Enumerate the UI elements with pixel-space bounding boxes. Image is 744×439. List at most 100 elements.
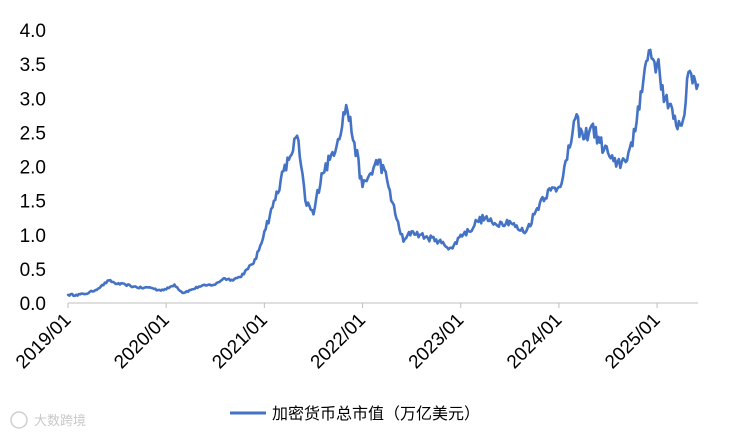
data-point — [565, 158, 569, 161]
data-point — [156, 288, 160, 292]
data-point — [91, 290, 94, 293]
data-point — [426, 236, 430, 240]
legend: 加密货币总市值（万亿美元） — [230, 404, 480, 423]
x-tick-label: 2021/01 — [208, 310, 271, 373]
y-tick-label: 2.0 — [20, 158, 46, 179]
watermark-text: 大数跨境 — [34, 414, 86, 429]
x-axis: 2019/01 2020/01 2021/01 2022/01 2023/01 2024/… — [12, 302, 698, 373]
data-point — [647, 49, 651, 52]
data-point — [336, 138, 340, 141]
data-point — [222, 277, 225, 280]
data-point — [369, 172, 372, 175]
x-tick-label: 2022/01 — [307, 310, 370, 373]
data-point — [402, 240, 405, 243]
series-layer — [66, 48, 700, 298]
data-point — [484, 216, 487, 219]
data-point — [304, 199, 307, 202]
data-point — [451, 247, 454, 250]
watermark: 大数跨境 — [10, 411, 86, 429]
data-point — [74, 293, 78, 297]
data-point — [696, 83, 700, 86]
data-point — [287, 158, 291, 161]
data-point — [467, 230, 471, 233]
data-point — [271, 206, 274, 209]
y-tick-label: 0.5 — [20, 260, 46, 281]
data-point — [549, 189, 552, 192]
data-point — [492, 223, 495, 226]
y-axis: 0.0 0.5 1.0 1.5 2.0 2.5 3.0 3.5 4.0 — [20, 21, 46, 315]
data-point — [557, 185, 561, 189]
data-point — [385, 178, 389, 182]
data-point — [516, 228, 520, 231]
data-point — [418, 233, 422, 236]
data-point — [590, 124, 593, 127]
data-point — [361, 185, 364, 189]
data-point — [115, 282, 119, 286]
data-point — [582, 138, 585, 141]
data-point — [263, 230, 266, 233]
data-point — [631, 144, 634, 148]
data-point — [189, 288, 192, 292]
data-point — [173, 283, 176, 286]
data-point — [459, 233, 462, 236]
data-point — [574, 117, 577, 120]
data-point — [295, 134, 299, 137]
data-point — [614, 165, 618, 168]
data-point — [394, 213, 397, 216]
data-point — [140, 286, 143, 290]
series-line — [67, 48, 700, 298]
y-tick-label: 1.5 — [20, 192, 46, 213]
data-point — [246, 267, 250, 271]
data-point — [598, 141, 602, 144]
data-point — [475, 219, 479, 223]
data-point — [320, 172, 323, 175]
data-point — [524, 230, 528, 233]
y-tick-label: 3.5 — [20, 55, 46, 76]
data-point — [655, 62, 659, 66]
x-tick-label: 2019/01 — [12, 310, 75, 373]
data-point — [214, 283, 217, 286]
data-point — [606, 151, 610, 155]
data-point — [500, 221, 503, 224]
data-point — [353, 141, 356, 144]
data-point — [205, 284, 209, 287]
x-tick-label: 2025/01 — [601, 310, 664, 373]
x-tick-label: 2023/01 — [405, 310, 468, 373]
data-point — [688, 69, 692, 73]
data-point — [66, 293, 70, 297]
data-point — [254, 257, 258, 260]
y-tick-label: 1.0 — [20, 226, 46, 247]
data-point — [181, 291, 184, 294]
data-point — [541, 196, 544, 199]
data-point — [238, 275, 242, 279]
data-point — [672, 117, 675, 120]
data-point — [107, 279, 111, 282]
data-point — [230, 278, 233, 281]
data-point — [680, 124, 683, 127]
data-point — [279, 178, 282, 182]
data-point — [410, 230, 413, 233]
x-tick-label: 2020/01 — [110, 310, 173, 373]
data-point — [434, 238, 438, 241]
data-point — [639, 90, 642, 93]
data-point — [623, 158, 626, 161]
legend-label: 加密货币总市值（万亿美元） — [272, 404, 480, 423]
data-point — [328, 158, 332, 161]
data-point — [664, 97, 667, 100]
y-tick-label: 3.0 — [20, 89, 46, 110]
data-point — [443, 243, 446, 247]
x-tick-label: 2024/01 — [503, 310, 566, 373]
data-point — [197, 285, 201, 288]
data-point — [99, 285, 102, 288]
data-point — [124, 283, 127, 286]
y-tick-label: 4.0 — [20, 21, 46, 42]
data-point — [533, 213, 536, 216]
data-point — [164, 288, 168, 291]
data-point — [83, 292, 86, 296]
data-point — [132, 285, 135, 288]
data-point — [312, 213, 315, 216]
data-point — [377, 158, 381, 161]
data-point — [148, 286, 152, 289]
y-tick-label: 0.0 — [20, 294, 46, 315]
